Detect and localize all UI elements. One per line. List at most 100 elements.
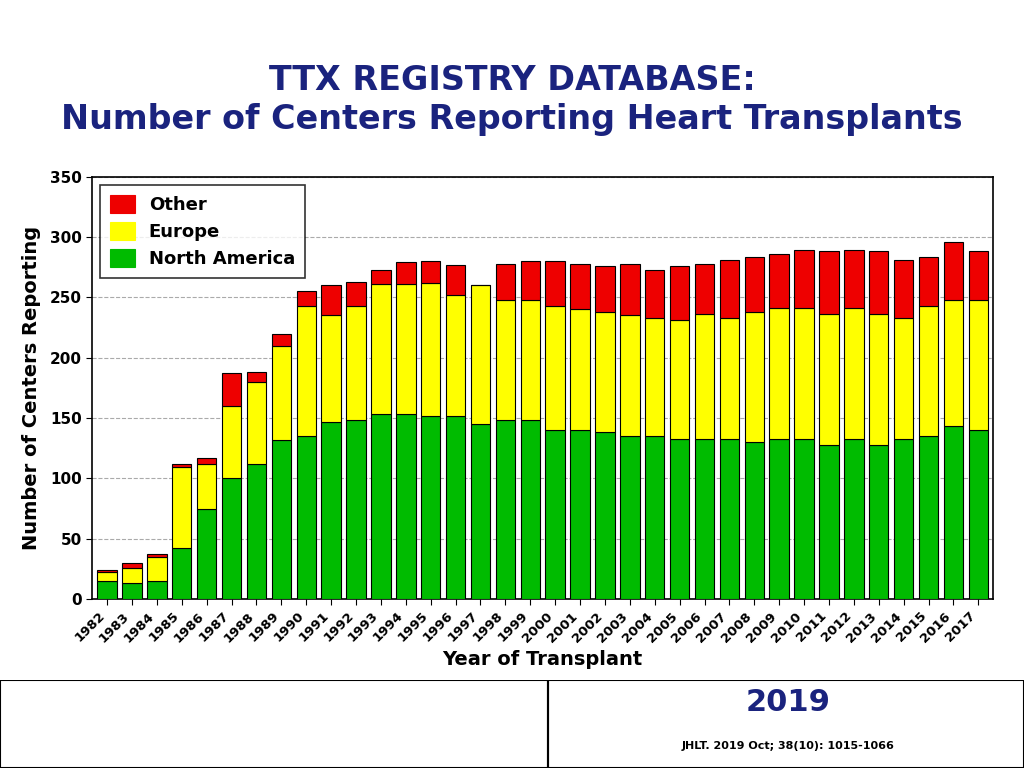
- Bar: [695, 263, 714, 314]
- Bar: [844, 308, 863, 439]
- Bar: [869, 314, 889, 445]
- Bar: [919, 306, 938, 436]
- Bar: [297, 306, 316, 436]
- Bar: [844, 250, 863, 308]
- Bar: [769, 439, 788, 599]
- Bar: [720, 318, 739, 439]
- Bar: [97, 572, 117, 581]
- Bar: [919, 436, 938, 599]
- Bar: [919, 257, 938, 306]
- Bar: [969, 430, 988, 599]
- Bar: [645, 436, 665, 599]
- Text: 2019: 2019: [745, 688, 831, 717]
- Bar: [222, 478, 242, 599]
- Bar: [546, 430, 565, 599]
- Bar: [769, 308, 788, 439]
- Bar: [969, 300, 988, 430]
- Bar: [869, 251, 889, 314]
- Bar: [645, 270, 665, 318]
- Bar: [297, 436, 316, 599]
- Bar: [621, 316, 640, 436]
- Bar: [147, 554, 167, 557]
- Bar: [944, 242, 964, 300]
- Bar: [595, 266, 614, 312]
- Bar: [471, 285, 490, 424]
- Text: Number of Centers Reporting Heart Transplants: Number of Centers Reporting Heart Transp…: [61, 103, 963, 135]
- Bar: [944, 426, 964, 599]
- Bar: [894, 439, 913, 599]
- Bar: [795, 439, 814, 599]
- Bar: [769, 254, 788, 308]
- Bar: [645, 318, 665, 436]
- Bar: [197, 464, 216, 508]
- Bar: [97, 570, 117, 572]
- Text: TTX REGISTRY DATABASE:: TTX REGISTRY DATABASE:: [268, 65, 756, 97]
- Bar: [969, 251, 988, 300]
- Bar: [346, 420, 366, 599]
- Bar: [520, 300, 540, 420]
- Bar: [197, 458, 216, 464]
- Bar: [570, 430, 590, 599]
- Bar: [396, 415, 416, 599]
- Bar: [695, 439, 714, 599]
- Bar: [894, 318, 913, 439]
- Bar: [520, 261, 540, 300]
- Bar: [271, 440, 291, 599]
- Bar: [297, 291, 316, 306]
- Bar: [496, 263, 515, 300]
- Bar: [670, 439, 689, 599]
- Bar: [346, 282, 366, 306]
- Bar: [570, 263, 590, 310]
- Bar: [720, 439, 739, 599]
- Bar: [621, 436, 640, 599]
- Bar: [595, 312, 614, 432]
- Bar: [795, 308, 814, 439]
- Bar: [421, 415, 440, 599]
- Bar: [122, 584, 141, 599]
- Bar: [744, 312, 764, 442]
- Bar: [222, 406, 242, 478]
- Bar: [720, 260, 739, 318]
- Bar: [819, 314, 839, 445]
- Bar: [247, 382, 266, 464]
- Bar: [496, 420, 515, 599]
- Text: ISHLT: ISHLT: [22, 700, 141, 738]
- Bar: [197, 508, 216, 599]
- Bar: [346, 306, 366, 420]
- Bar: [172, 548, 191, 599]
- Bar: [271, 333, 291, 346]
- Bar: [944, 300, 964, 426]
- Bar: [322, 285, 341, 316]
- Bar: [496, 300, 515, 420]
- Bar: [570, 310, 590, 430]
- Bar: [894, 260, 913, 318]
- Bar: [445, 295, 465, 415]
- Bar: [97, 581, 117, 599]
- Bar: [546, 306, 565, 430]
- Bar: [844, 439, 863, 599]
- Legend: Other, Europe, North America: Other, Europe, North America: [100, 185, 305, 278]
- Bar: [122, 568, 141, 584]
- Bar: [445, 265, 465, 295]
- Bar: [819, 445, 839, 599]
- Bar: [247, 464, 266, 599]
- Bar: [546, 261, 565, 306]
- Bar: [421, 261, 440, 283]
- Bar: [795, 250, 814, 308]
- Bar: [372, 270, 390, 284]
- Bar: [744, 442, 764, 599]
- Bar: [670, 320, 689, 439]
- Bar: [147, 557, 167, 581]
- Bar: [172, 468, 191, 548]
- Bar: [396, 284, 416, 415]
- Bar: [445, 415, 465, 599]
- Bar: [595, 432, 614, 599]
- Bar: [372, 284, 390, 415]
- Bar: [869, 445, 889, 599]
- Y-axis label: Number of Centers Reporting: Number of Centers Reporting: [23, 226, 41, 550]
- Bar: [322, 422, 341, 599]
- Bar: [396, 263, 416, 284]
- Bar: [695, 314, 714, 439]
- Bar: [147, 581, 167, 599]
- Text: JHLT. 2019 Oct; 38(10): 1015-1066: JHLT. 2019 Oct; 38(10): 1015-1066: [682, 741, 895, 752]
